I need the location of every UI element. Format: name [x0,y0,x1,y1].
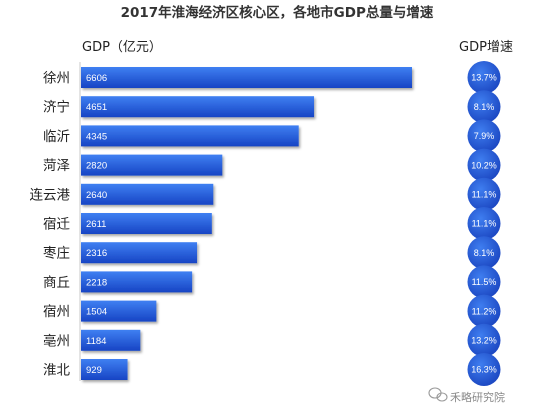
gdp-series-header: GDP（亿元） [82,40,162,55]
category-label: 淮北 [43,363,70,379]
category-label: 徐州 [43,71,70,87]
growth-bubbles: 13.7% 8.1% 7.9% 10.2% 11.1% 11.1% 8.1% 11.5% 11.… [467,61,501,386]
gdp-bar [81,213,212,234]
growth-bubble [467,323,501,357]
growth-label: 10.2% [471,160,497,170]
gdp-bar [81,154,223,176]
gdp-value-label: 6606 [86,73,107,84]
category-label: 连云港 [30,187,71,203]
growth-label: 8.1% [474,248,495,258]
growth-series-header: GDP增速 [459,40,513,55]
gdp-bar [81,329,141,351]
gdp-bar [81,96,315,118]
gdp-value-label: 1504 [86,307,107,318]
growth-label: 7.9% [474,131,495,141]
gdp-bar [81,125,299,147]
category-label: 宿州 [43,303,70,320]
gdp-bar [81,300,157,322]
growth-bubble [467,294,501,328]
category-label: 枣庄 [43,245,70,262]
growth-label: 13.2% [471,336,497,346]
gdp-value-label: 2218 [86,277,107,288]
category-label: 临沂 [43,129,70,145]
growth-label: 11.5% [472,277,497,287]
gdp-value-label: 2316 [86,248,107,259]
gdp-bar [81,242,198,264]
gdp-value-label: 1184 [86,336,106,347]
growth-bubble [467,236,501,270]
gdp-value-label: 2611 [86,219,106,230]
watermark: 禾略研究院 [428,387,505,404]
growth-bubble [467,90,501,124]
gdp-value-labels: 6606 4651 4345 2820 2640 2611 2316 2218 1504 1184… [86,73,107,376]
wechat-icon [428,387,448,402]
gdp-value-label: 2640 [86,190,107,201]
category-label: 济宁 [43,99,70,116]
growth-bubble [467,148,501,182]
category-label: 宿迁 [43,216,70,233]
gdp-bar [81,359,128,380]
growth-label: 16.3% [471,365,497,375]
growth-bubble [467,265,501,299]
growth-bubble [467,177,501,211]
gdp-bar [81,271,193,293]
growth-label: 11.1% [472,190,497,200]
growth-label: 11.2% [472,306,497,316]
growth-bubble [467,353,501,386]
category-label: 菏泽 [43,158,70,174]
chart-title: 2017年淮海经济区核心区，各地市GDP总量与增速 [121,4,434,21]
category-label: 亳州 [43,332,70,349]
growth-bubble [467,61,501,94]
growth-label: 8.1% [474,102,495,112]
category-label: 商丘 [43,275,70,291]
gdp-bar [81,183,214,205]
growth-label: 13.7% [471,73,497,83]
gdp-value-label: 929 [86,365,102,376]
growth-bubble [467,119,501,153]
gdp-value-label: 2820 [86,161,107,172]
watermark-text: 禾略研究院 [450,390,505,404]
gdp-bars [81,67,412,380]
growth-bubble [467,207,501,240]
growth-label: 11.1% [472,219,497,229]
gdp-value-label: 4345 [86,131,107,142]
gdp-value-label: 4651 [86,102,107,113]
gdp-bar [81,67,412,88]
